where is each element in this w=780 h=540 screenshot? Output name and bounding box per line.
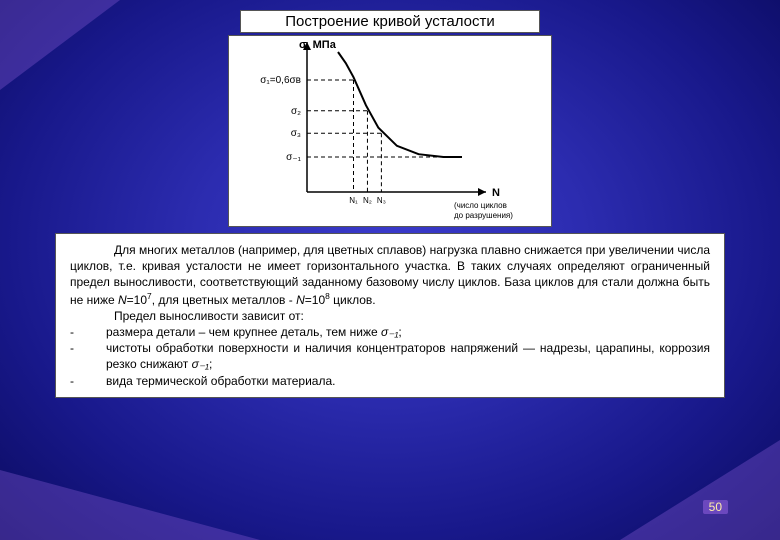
bullet: -	[70, 324, 106, 340]
svg-text:σ₃: σ₃	[291, 128, 301, 139]
bullet: -	[70, 340, 106, 372]
li1: размера детали – чем крупнее деталь, тем…	[106, 324, 710, 340]
li1a: размера детали – чем крупнее деталь, тем…	[106, 325, 381, 339]
slide-title: Построение кривой усталости	[240, 10, 540, 33]
n-color-base: N	[296, 293, 305, 307]
svg-text:до разрушения): до разрушения)	[454, 211, 513, 220]
li1b: ;	[398, 325, 401, 339]
fatigue-curve-chart: σ, МПа N (число цикловдо разрушения) σ₁=0,6…	[228, 35, 552, 227]
svg-text:N₃: N₃	[377, 196, 386, 205]
svg-text:σ₋₁: σ₋₁	[286, 152, 301, 163]
n-steel-eq: =10	[127, 293, 147, 307]
list-item: - размера детали – чем крупнее деталь, т…	[70, 324, 710, 340]
svg-text:N: N	[492, 187, 500, 199]
bullet: -	[70, 373, 106, 389]
svg-text:N₂: N₂	[363, 196, 372, 205]
svg-text:σ₁=0,6σв: σ₁=0,6σв	[260, 75, 301, 86]
n-color-eq: =10	[305, 293, 325, 307]
paragraph-1: Для многих металлов (например, для цветн…	[70, 242, 710, 308]
svg-text:σ, МПа: σ, МПа	[299, 39, 337, 51]
svg-text:σ₂: σ₂	[291, 106, 301, 117]
li3: вида термической обработки материала.	[106, 373, 710, 389]
paragraph-2: Предел выносливости зависит от:	[70, 308, 710, 324]
list-item: - чистоты обработки поверхности и наличи…	[70, 340, 710, 372]
sigma-var-2: σ₋₁	[192, 357, 209, 371]
li2: чистоты обработки поверхности и наличия …	[106, 340, 710, 372]
svg-text:(число циклов: (число циклов	[454, 201, 507, 210]
sigma-var-1: σ₋₁	[381, 325, 398, 339]
decor-bottom-right	[620, 440, 780, 540]
body-text: Для многих металлов (например, для цветн…	[55, 233, 725, 398]
p1b-text: , для цветных металлов -	[152, 293, 296, 307]
decor-top-left	[0, 0, 120, 90]
page-number: 50	[703, 500, 728, 514]
li2b: ;	[209, 357, 212, 371]
svg-text:N₁: N₁	[349, 196, 358, 205]
decor-bottom-left	[0, 470, 260, 540]
slide: Построение кривой усталости σ, МПа N (числ…	[0, 0, 780, 540]
list-item: - вида термической обработки материала.	[70, 373, 710, 389]
n-steel-base: N	[118, 293, 127, 307]
p1c-text: циклов.	[330, 293, 376, 307]
